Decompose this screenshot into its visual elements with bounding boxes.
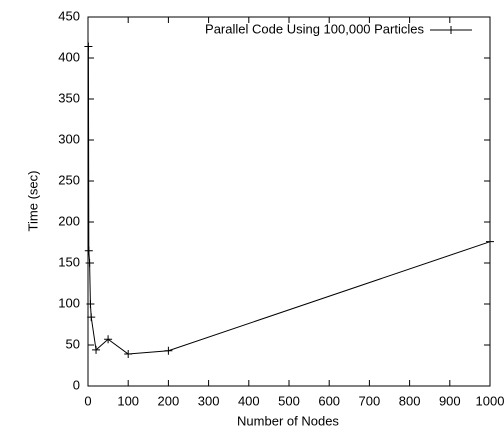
y-tick-label: 450: [58, 8, 80, 23]
data-point: [86, 300, 95, 308]
data-point: [92, 345, 101, 354]
x-tick-label: 400: [238, 393, 260, 408]
data-point: [87, 313, 96, 322]
data-point: [84, 246, 93, 255]
y-tick-label: 100: [58, 295, 80, 310]
data-line: [87, 46, 491, 355]
x-tick-label: 1000: [476, 393, 504, 408]
data-point: [124, 350, 133, 359]
data-point: [486, 237, 494, 246]
x-tick-label: 100: [117, 393, 139, 408]
data-point: [85, 259, 94, 267]
data-point: [164, 346, 173, 355]
y-tick-label: 250: [58, 172, 80, 187]
data-point: [84, 42, 93, 51]
y-axis-label: Time (sec): [25, 171, 40, 232]
y-tick-label: 50: [66, 336, 80, 351]
legend-label: Parallel Code Using 100,000 Particles: [205, 21, 424, 36]
x-tick-label: 800: [399, 393, 421, 408]
x-axis-label: Number of Nodes: [237, 413, 339, 428]
legend-marker: [447, 26, 455, 34]
x-tick-label: 300: [198, 393, 220, 408]
x-tick-label: 0: [84, 393, 91, 408]
x-tick-label: 200: [158, 393, 180, 408]
x-tick-label: 900: [439, 393, 461, 408]
x-tick-label: 600: [318, 393, 340, 408]
y-tick-label: 300: [58, 131, 80, 146]
x-tick-label: 700: [359, 393, 381, 408]
data-point: [104, 335, 113, 344]
y-tick-label: 400: [58, 49, 80, 64]
y-tick-label: 150: [58, 254, 80, 269]
y-tick-label: 350: [58, 90, 80, 105]
x-tick-label: 500: [278, 393, 300, 408]
plot-frame: [87, 16, 491, 387]
y-tick-label: 200: [58, 213, 80, 228]
y-tick-label: 0: [73, 377, 80, 392]
